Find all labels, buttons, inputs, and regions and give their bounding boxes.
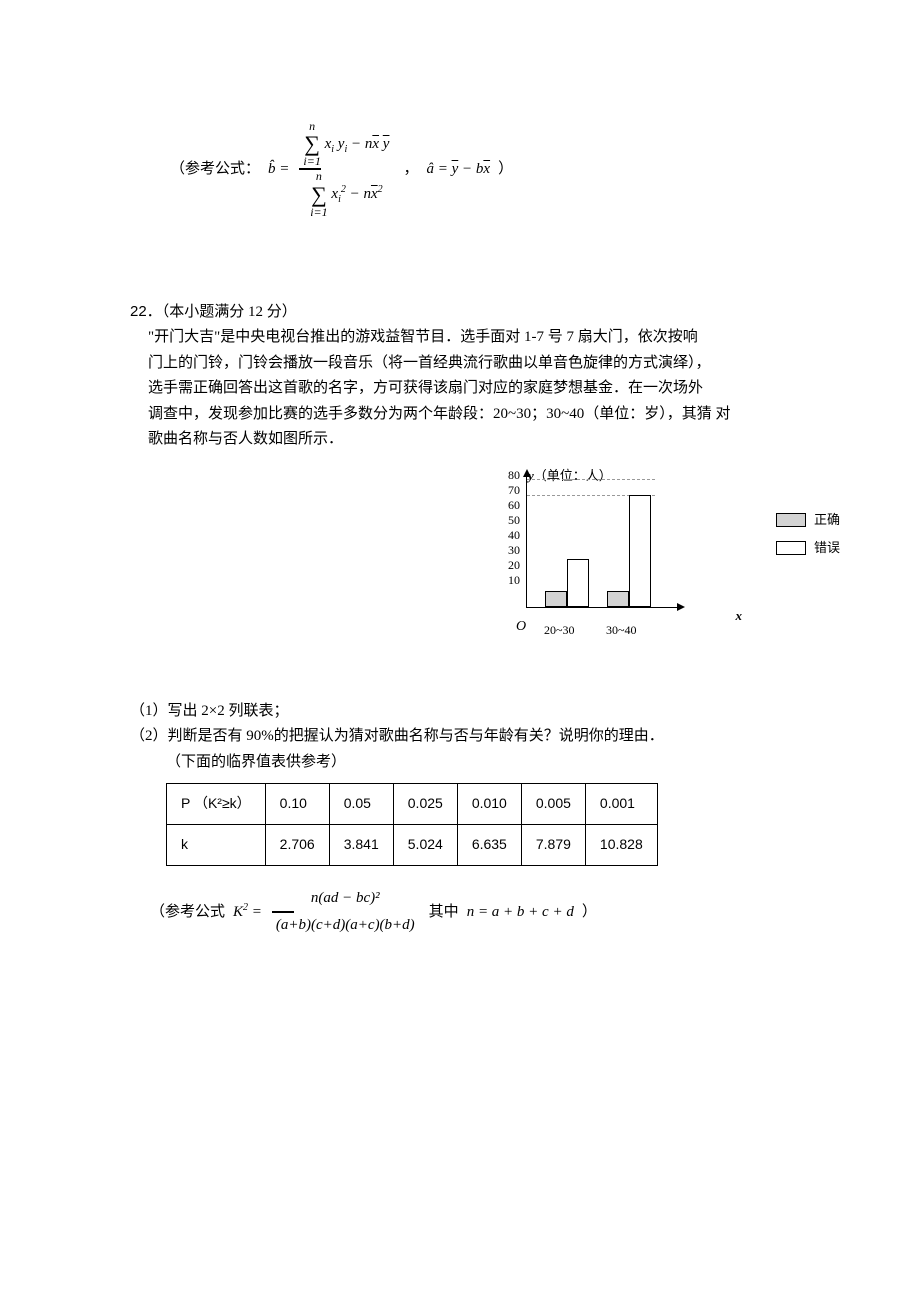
q22-sub2: （2）判断是否有 90%的把握认为猜对歌曲名称与否与年龄有关？说明你的理由． [130,724,800,750]
den-expr: xi2 − nx2 [331,186,382,202]
q22-p2: 门上的门铃，门铃会播放一段音乐（将一首经典流行歌曲以单音色旋律的方式演绎）， [148,351,800,377]
exam-page: （参考公式： b̂ = n ∑ i=1 xi yi − nx y n ∑ i=1… [0,0,920,1039]
chisq-den: (a+b)(c+d)(a+c)(b+d) [272,913,419,939]
formula-suffix: ） [498,157,513,183]
th-0005: 0.005 [521,784,585,825]
bar-3040-correct [607,591,629,607]
th-010: 0.10 [265,784,329,825]
chart-legend: 正确 错误 [776,509,840,565]
ytick-60: 60 [500,499,520,513]
ytick-10: 10 [500,574,520,588]
chisq-num: n(ad − bc)² [307,886,384,912]
ytick-40: 40 [500,529,520,543]
bar-2030-correct [545,591,567,607]
td-7879: 7.879 [521,825,585,866]
formula-comma: ， [403,157,418,183]
td-k: k [167,825,266,866]
legend-wrong-label: 错误 [814,537,840,559]
bar-3040-wrong [629,495,651,607]
xcat-3040: 30~40 [606,620,637,640]
ytick-70: 70 [500,484,520,498]
th-0025: 0.025 [393,784,457,825]
legend-correct: 正确 [776,509,840,531]
plot-area [526,477,677,608]
swatch-correct [776,513,806,527]
ytick-20: 20 [500,559,520,573]
q22-p1: "开门大吉"是中央电视台推出的游戏益智节目．选手面对 1-7 号 7 扇大门，依… [148,325,800,351]
bar-chart: yy（单位：人）（单位：人） 80 70 60 50 40 30 20 10 O [480,469,800,639]
table-header-row: P （K²≥k） 0.10 0.05 0.025 0.010 0.005 0.0… [167,784,658,825]
formula-prefix: （参考公式： [170,157,260,183]
formula-chisq: （参考公式 K2 = n(ad − bc)² (a+b)(c+d)(a+c)(b… [150,886,800,939]
q22-p4: 调查中，发现参加比赛的选手多数分为两个年龄段：20~30；30~40（单位：岁）… [148,402,800,428]
swatch-wrong [776,541,806,555]
bar-group-2030 [545,559,589,607]
formula-regression: （参考公式： b̂ = n ∑ i=1 xi yi − nx y n ∑ i=1… [170,120,800,219]
chisq-prefix: （参考公式 [150,900,225,926]
td-3841: 3.841 [329,825,393,866]
sum-i1b: i=1 [310,206,327,219]
sum-bottom: n ∑ i=1 [310,170,327,218]
sum-top: n ∑ i=1 [303,120,320,168]
q22-p3: 选手需正确回答出这首歌的名字，方可获得该扇门对应的家庭梦想基金．在一次场外 [148,376,800,402]
ytick-80: 80 [500,469,520,483]
num-expr: xi yi − nx y [325,136,390,152]
bar-2030-wrong [567,559,589,607]
chisq-suffix: ） [582,900,597,926]
b-hat-eq: b̂ = [268,157,289,183]
th-005: 0.05 [329,784,393,825]
origin-label: O [516,615,526,639]
chisq-frac: n(ad − bc)² (a+b)(c+d)(a+c)(b+d) [272,886,419,939]
th-0001: 0.001 [585,784,657,825]
x-axis-label: x [736,605,743,627]
legend-wrong: 错误 [776,537,840,559]
critical-value-table: P （K²≥k） 0.10 0.05 0.025 0.010 0.005 0.0… [166,783,658,866]
q22-p5: 歌曲名称与否人数如图所示． [148,427,800,453]
q22-number: 22． [130,303,162,320]
y-tick-labels: 80 70 60 50 40 30 20 10 [500,469,520,589]
chisq-mid: 其中 [429,900,459,926]
table-value-row: k 2.706 3.841 5.024 6.635 7.879 10.828 [167,825,658,866]
td-2706: 2.706 [265,825,329,866]
th-0010: 0.010 [457,784,521,825]
q22-sub2b: （下面的临界值表供参考） [166,750,800,776]
td-5024: 5.024 [393,825,457,866]
th-prob: P （K²≥k） [167,784,266,825]
ytick-50: 50 [500,514,520,528]
chisq-rhs: n = a + b + c + d [467,900,574,926]
q22-score: （本小题满分 12 分） [162,304,297,320]
frac-numerator: n ∑ i=1 xi yi − nx y [299,120,393,168]
td-10828: 10.828 [585,825,657,866]
legend-correct-label: 正确 [814,509,840,531]
y-arrow-icon [523,469,531,477]
gridline-80 [527,479,655,480]
xcat-2030: 20~30 [544,620,575,640]
bar-group-3040 [607,495,651,607]
chisq-lhs: K2 = [233,899,262,926]
frac-denominator: n ∑ i=1 xi2 − nx2 [306,170,386,218]
ytick-30: 30 [500,544,520,558]
x-arrow-icon [677,603,685,611]
fraction-b: n ∑ i=1 xi yi − nx y n ∑ i=1 xi2 − nx2 [299,120,393,219]
a-hat-eq: â = y − bx [426,157,490,183]
question-22: 22．（本小题满分 12 分） [130,299,800,326]
sum-i1: i=1 [303,155,320,168]
q22-sub1: （1）写出 2×2 列联表； [130,699,800,725]
td-6635: 6.635 [457,825,521,866]
